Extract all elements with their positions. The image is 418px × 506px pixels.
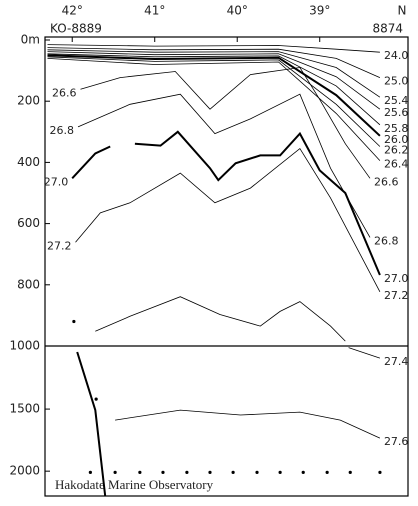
contour-line [80,67,371,179]
contour-label: 25.6 [384,106,409,119]
station-label: KO-8889 [50,22,102,36]
contour-line [75,148,381,292]
contour-label: 24.0 [384,49,409,62]
x-tick-label: 41° [144,4,165,18]
sample-point [231,470,235,475]
x-tick-label: 40° [227,4,248,18]
contour-line [71,130,381,276]
y-tick-label: 1000 [9,339,40,353]
contour-label: 26.0 [384,133,409,146]
sample-point [88,470,92,475]
contour-label: 26.2 [384,143,409,156]
sample-point [301,470,305,475]
sample-point [325,470,329,475]
contour-label: 25.0 [384,75,409,88]
station-label: 8874 [372,22,403,36]
annotation: Hakodate Marine Observatory [55,477,214,492]
sample-point [378,470,382,475]
sample-point [208,470,212,475]
x-tick-label: 42° [62,4,83,18]
contour-label: 26.6 [374,175,399,188]
y-tick-label: 0m [21,33,40,47]
sample-point [255,470,259,475]
x-tick-label: 39° [309,4,330,18]
contour-label: 27.4 [384,355,409,368]
sample-point [138,470,142,475]
contour-line [47,44,380,53]
contour-line [47,56,381,147]
y-tick-label: 1500 [9,402,40,416]
contour-line [47,51,381,110]
y-tick-label: 600 [17,216,40,230]
y-tick-label: 400 [17,155,40,169]
contour-label: 26.8 [50,124,75,137]
contour-label: 27.6 [384,435,409,448]
sample-point [113,470,117,475]
sample-point [185,470,189,475]
y-tick-label: 800 [17,277,40,291]
contour-line [95,296,346,342]
sample-point [348,470,352,475]
contour-label: 26.8 [374,234,399,247]
contour-label: 25.4 [384,94,409,107]
contour-line [76,351,107,497]
sample-point [94,397,98,401]
contour-label: 27.2 [384,289,409,302]
contour-line [47,49,381,98]
contour-line [47,58,381,161]
contour-line [77,93,371,238]
contour-line [47,53,381,126]
sample-point [161,470,165,475]
x-axis-label: N [398,4,407,18]
sample-point [278,470,282,475]
contour-label: 27.2 [47,239,72,252]
contour-label: 26.6 [52,86,77,99]
y-tick-label: 200 [17,94,40,108]
contour-label: 26.4 [384,158,409,171]
contour-label: 27.0 [44,175,69,188]
frame [44,36,409,497]
sample-point [72,319,76,324]
contour-line [47,47,381,78]
contour-label: 27.0 [384,272,409,285]
contour-line [348,347,381,359]
y-tick-label: 2000 [9,464,40,478]
contour-line [47,54,381,137]
contour-line [115,409,381,439]
contour-label: 25.8 [384,122,409,135]
